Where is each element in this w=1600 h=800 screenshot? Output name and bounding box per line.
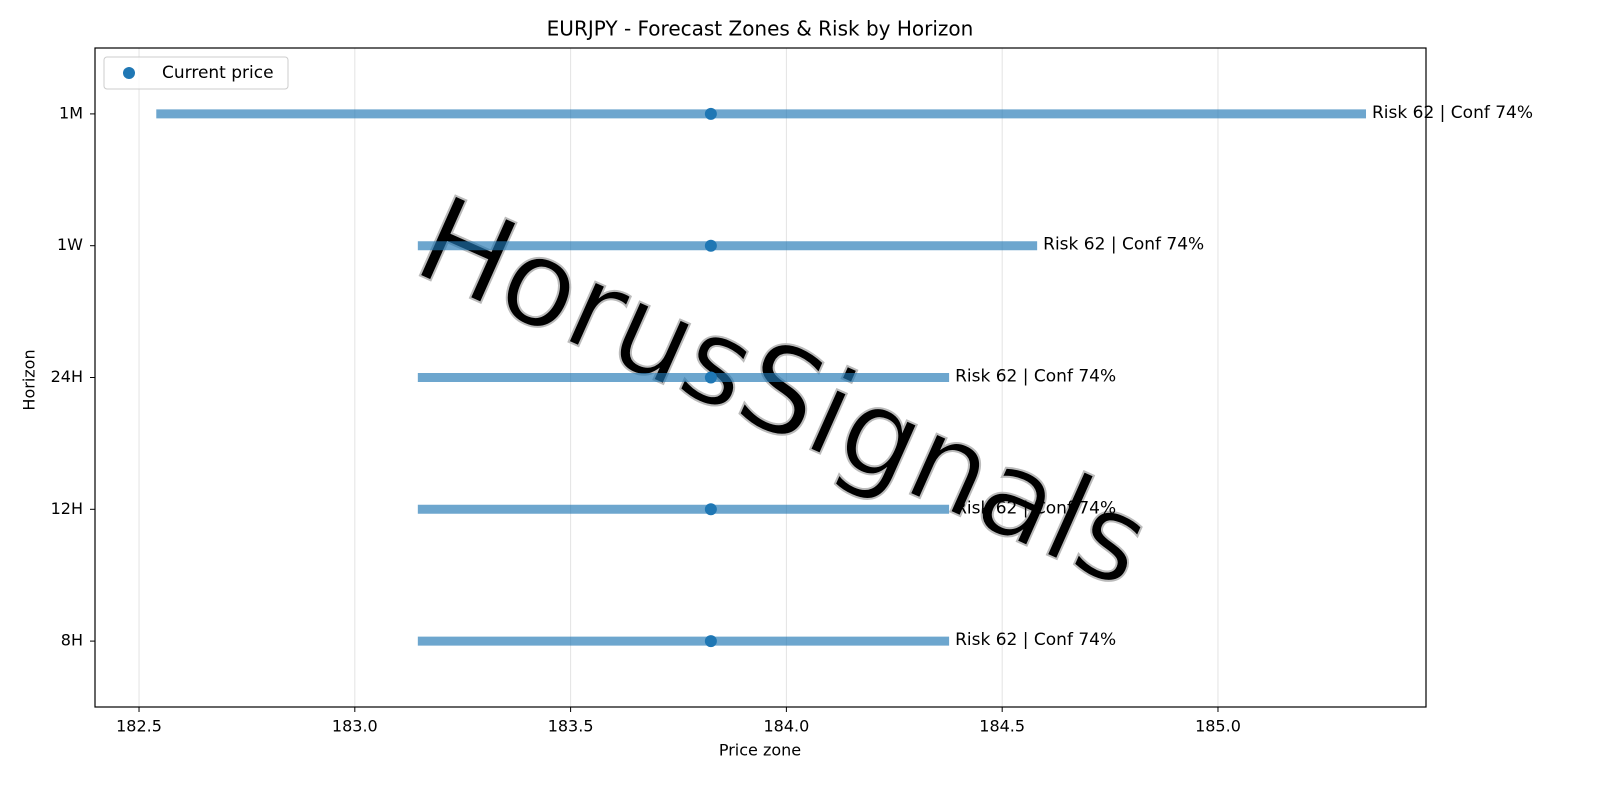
chart-title: EURJPY - Forecast Zones & Risk by Horizo… <box>547 17 974 41</box>
legend-label: Current price <box>162 63 274 83</box>
current-price-dot <box>704 107 717 120</box>
zone-label: Risk 62 | Conf 74% <box>1043 235 1204 255</box>
current-price-dot <box>704 371 717 384</box>
x-tick-label: 182.5 <box>116 717 162 736</box>
current-price-dot <box>704 635 717 648</box>
x-tick-label: 183.5 <box>548 717 594 736</box>
zone-label: Risk 62 | Conf 74% <box>1372 103 1533 123</box>
y-axis-label: Horizon <box>20 349 39 410</box>
x-tick-label: 185.0 <box>1195 717 1241 736</box>
y-tick-label: 12H <box>51 499 83 518</box>
y-tick-label: 1W <box>57 235 83 254</box>
legend-marker <box>123 67 135 79</box>
x-axis-label: Price zone <box>719 741 801 760</box>
plot-frame <box>94 47 1427 708</box>
y-tick-label: 24H <box>51 367 83 386</box>
x-tick-label: 184.0 <box>763 717 809 736</box>
y-tick-label: 8H <box>61 631 83 650</box>
legend: Current price <box>103 56 289 90</box>
zone-label: Risk 62 | Conf 74% <box>955 367 1116 387</box>
legend-box <box>103 56 289 90</box>
x-tick-label: 183.0 <box>332 717 378 736</box>
y-tick-label: 1M <box>59 103 83 122</box>
zone-label: Risk 62 | Conf 74% <box>955 630 1116 650</box>
current-price-dot <box>704 503 717 516</box>
zone-label: Risk 62 | Conf 74% <box>955 498 1116 518</box>
x-tick-label: 184.5 <box>979 717 1025 736</box>
current-price-dot <box>704 239 717 252</box>
